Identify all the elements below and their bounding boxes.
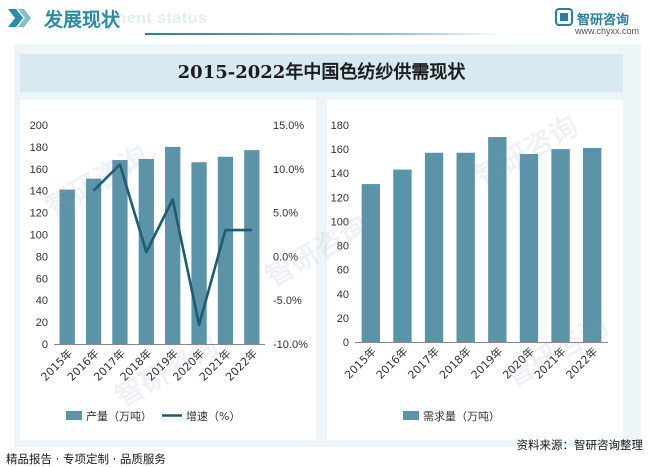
y2-tick-label: -5.0% [273,295,302,307]
x-tick-label: 2022年 [563,344,600,381]
logo-mark-icon [555,8,573,26]
bar [488,137,507,342]
legend-label: 产量（万吨） [86,409,152,423]
y-tick-label: 100 [331,216,349,228]
bar [519,153,539,342]
bar [361,184,380,342]
y-tick-label: 80 [337,241,349,253]
bar [59,189,75,344]
x-tick-label: 2019年 [468,344,505,381]
demand-chart-panel: 0 20 40 60 80 100 120 140 160 180 2015年 2016年 2017年 2… [327,100,623,440]
y2-tick-label: 5.0% [273,208,298,220]
supply-chart-panel: 0 20 40 60 80 100 120 140 160 180 200 2015年 2016年 201… [20,100,316,440]
y-tick-label: 20 [36,317,48,329]
brand-logo: 智研咨询 www.chyxx.com [555,6,643,36]
header-background-text: ment status [112,10,208,27]
chart-title: 2015-2022年中国色纺纱供需现状 [177,62,466,83]
y-tick-label: 100 [30,230,48,242]
growth-line [92,163,252,326]
demand-chart: 0204060801001201401601802015年2016年2017年2… [331,120,608,423]
y-tick-label: 180 [30,142,48,154]
y-tick-label: 0 [343,337,349,349]
header: ment status 发展现状 智研咨询 www.chyxx.com [0,0,651,40]
bar [551,149,570,342]
y-tick-label: 40 [36,295,48,307]
bar [393,169,412,342]
x-tick-label: 2015年 [341,344,378,381]
logo-name: 智研咨询 [577,13,630,28]
bar [583,147,602,342]
bar [112,160,128,344]
bar [191,162,207,344]
y-tick-label: 60 [36,273,48,285]
logo-url: www.chyxx.com [575,26,640,36]
chart-title-bar: 2015-2022年中国色纺纱供需现状 [20,54,623,92]
y2-tick-label: 10.0% [273,164,304,176]
bar [424,152,444,342]
source-note: 资料来源：智研咨询整理 [516,438,644,452]
legend-swatch [403,411,419,420]
x-tick-label: 2020年 [500,344,537,381]
x-tick-label: 2018年 [436,344,473,381]
x-tick-label: 2017年 [405,344,442,381]
legend-label: 需求量（万吨） [423,410,500,423]
bar [85,178,102,344]
legend-swatch [66,411,82,420]
legend-label: 增速（%） [186,409,240,423]
section-title: 发展现状 [44,9,121,31]
y-tick-label: 200 [30,120,48,132]
y-tick-label: 120 [331,192,349,204]
header-divider [145,33,505,35]
y-tick-label: 60 [337,265,349,277]
y-tick-label: 80 [36,251,48,263]
y-tick-label: 160 [30,164,48,176]
bar [456,152,475,342]
y2-tick-label: 15.0% [273,120,304,132]
y-tick-label: 160 [331,144,349,156]
y-tick-label: 0 [42,339,48,351]
double-chevron-icon [8,9,31,27]
y-tick-label: 140 [331,168,349,180]
footer-tagline: 精品报告 · 专项定制 · 品质服务 [6,452,166,466]
bar [244,150,260,344]
y-tick-label: 20 [337,313,349,325]
y-tick-label: 180 [331,120,349,132]
supply-chart: 0204060801001201401601802002015年2016年201… [30,120,308,423]
y2-tick-label: 0.0% [273,251,298,263]
y-tick-label: 120 [30,208,48,220]
y-tick-label: 140 [30,186,48,198]
x-tick-label: 2021年 [531,344,568,381]
x-tick-label: 2016年 [373,344,410,381]
y2-tick-label: -10.0% [273,339,308,351]
bar [165,146,181,344]
bar [217,156,234,344]
y-tick-label: 40 [337,289,349,301]
